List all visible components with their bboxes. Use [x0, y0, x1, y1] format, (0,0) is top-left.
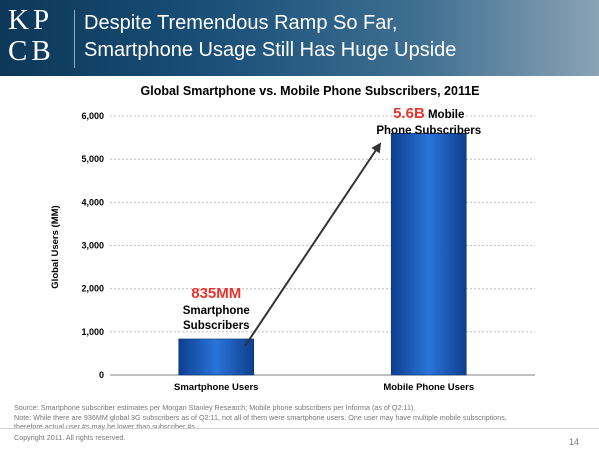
bar-annotations: 835MM Smartphone Subscribers 5.6B Mobile Pho… [183, 105, 481, 332]
growth-arrow [244, 142, 382, 347]
data-label-text: Subscribers [183, 320, 249, 332]
x-axis-labels: Smartphone Users Mobile Phone Users [174, 382, 474, 393]
chart-title: Global Smartphone vs. Mobile Phone Subsc… [141, 84, 480, 98]
page-number: 14 [568, 437, 579, 447]
chart-gridlines [110, 115, 535, 333]
x-tick-label: Smartphone Users [174, 382, 258, 393]
y-tick-label: 0 [99, 370, 104, 380]
y-tick-label: 3,000 [81, 241, 104, 251]
data-label-highlight: 5.6B [393, 105, 425, 122]
bar-chart: Global Smartphone vs. Mobile Phone Subsc… [50, 84, 535, 393]
logo-bottom: CB [8, 35, 55, 67]
logo-divider [74, 10, 75, 68]
footnote-source: Source: Smartphone subscriber estimates … [14, 403, 416, 412]
footnote-note-2: therefore actual user #s may be lower th… [14, 422, 197, 431]
x-tick-label: Mobile Phone Users [383, 382, 474, 393]
y-tick-label: 6,000 [81, 111, 104, 121]
data-label-text: Phone Subscribers [376, 125, 481, 137]
y-axis-ticks: 0 1,000 2,000 3,000 4,000 5,000 6,000 [81, 111, 104, 380]
data-label-text: Mobile [425, 109, 465, 121]
bar [390, 132, 467, 376]
bar [178, 338, 255, 376]
footer-divider [0, 428, 599, 429]
y-tick-label: 5,000 [81, 154, 104, 164]
header-banner: KP CB Despite Tremendous Ramp So Far, Sm… [0, 0, 599, 76]
y-axis-label: Global Users (MM) [50, 205, 61, 288]
slide-title-line-1: Despite Tremendous Ramp So Far, [84, 12, 398, 34]
copyright: Copyright 2011. All rights reserved. [14, 433, 126, 442]
y-tick-label: 4,000 [81, 197, 104, 207]
bars [178, 132, 467, 376]
footnote-note-1: Note: While there are 936MM global 3G su… [14, 412, 507, 422]
y-tick-label: 2,000 [81, 284, 104, 294]
kpcb-logo: KP CB [8, 5, 68, 73]
slide-title-line-2: Smartphone Usage Still Has Huge Upside [84, 39, 457, 61]
data-label-highlight: 835MM [191, 285, 241, 302]
footnote: Source: Smartphone subscriber estimates … [14, 403, 589, 432]
y-tick-label: 1,000 [81, 327, 104, 337]
logo-top: KP [8, 4, 54, 36]
data-label-line: 5.6B Mobile [393, 105, 464, 122]
data-label-text: Smartphone [183, 305, 250, 317]
